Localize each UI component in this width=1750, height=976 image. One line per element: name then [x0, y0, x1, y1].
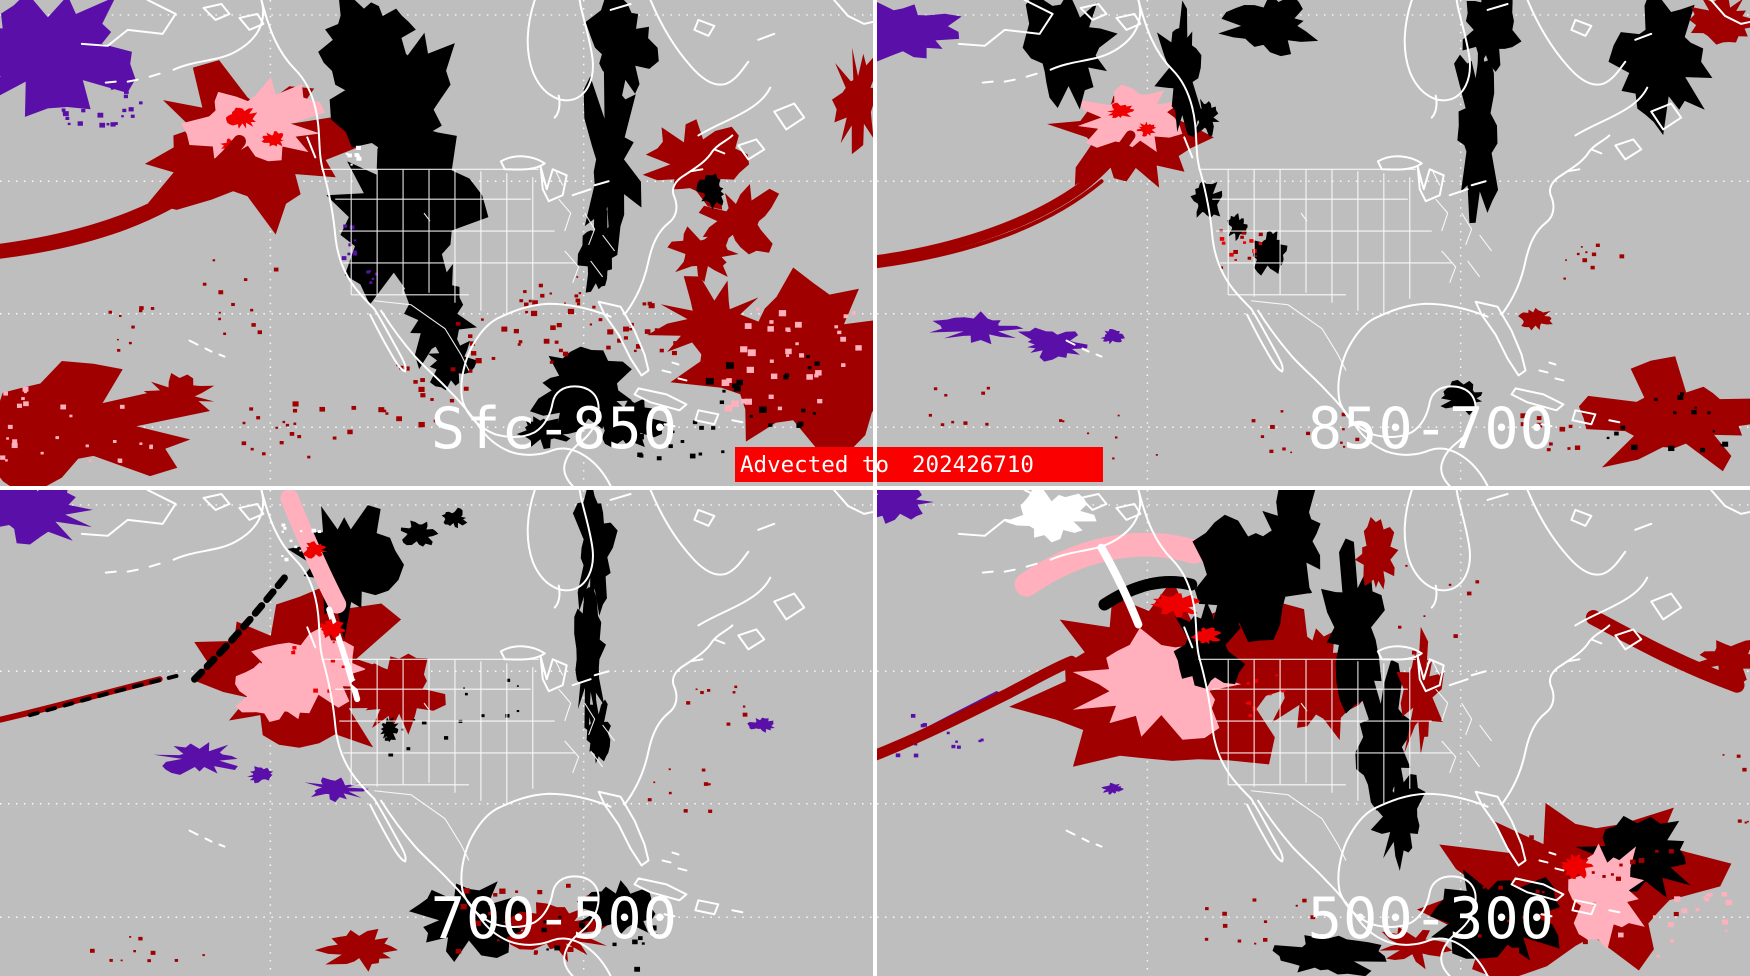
- panel-label-850-700: 850-700: [1307, 396, 1555, 462]
- advection-time-banner: Advected to 202426710: [735, 447, 1103, 482]
- map-700-500: [0, 490, 873, 976]
- panel-divider-horizontal: [0, 486, 1750, 490]
- basemap-coastlines: [957, 490, 1750, 976]
- panel-label-500-300: 500-300: [1307, 886, 1555, 952]
- panel-label-700-500: 700-500: [430, 886, 678, 952]
- panel-label-sfc-850: Sfc-850: [430, 396, 678, 462]
- basemap-coastlines: [80, 0, 873, 486]
- banner-timestamp: 202426710: [912, 451, 1034, 478]
- basemap-coastlines: [80, 490, 873, 976]
- panel-700-500: 700-500: [0, 490, 873, 976]
- moisture-layer: [877, 490, 1750, 976]
- basemap-state-borders: [321, 658, 616, 861]
- panel-sfc-850: Sfc-850: [0, 0, 873, 486]
- banner-label: Advected to: [740, 451, 890, 478]
- panel-500-300: 500-300: [877, 490, 1750, 976]
- basemap-state-borders: [321, 168, 616, 371]
- panel-850-700: 850-700: [877, 0, 1750, 486]
- map-sfc-850: [0, 0, 873, 486]
- moisture-layer: [877, 0, 1750, 472]
- map-850-700: [877, 0, 1750, 486]
- basemap-coastlines: [957, 0, 1750, 486]
- basemap-state-borders: [1198, 658, 1493, 861]
- basemap-state-borders: [1198, 168, 1493, 371]
- moisture-layer: [0, 490, 775, 972]
- map-500-300: [877, 490, 1750, 976]
